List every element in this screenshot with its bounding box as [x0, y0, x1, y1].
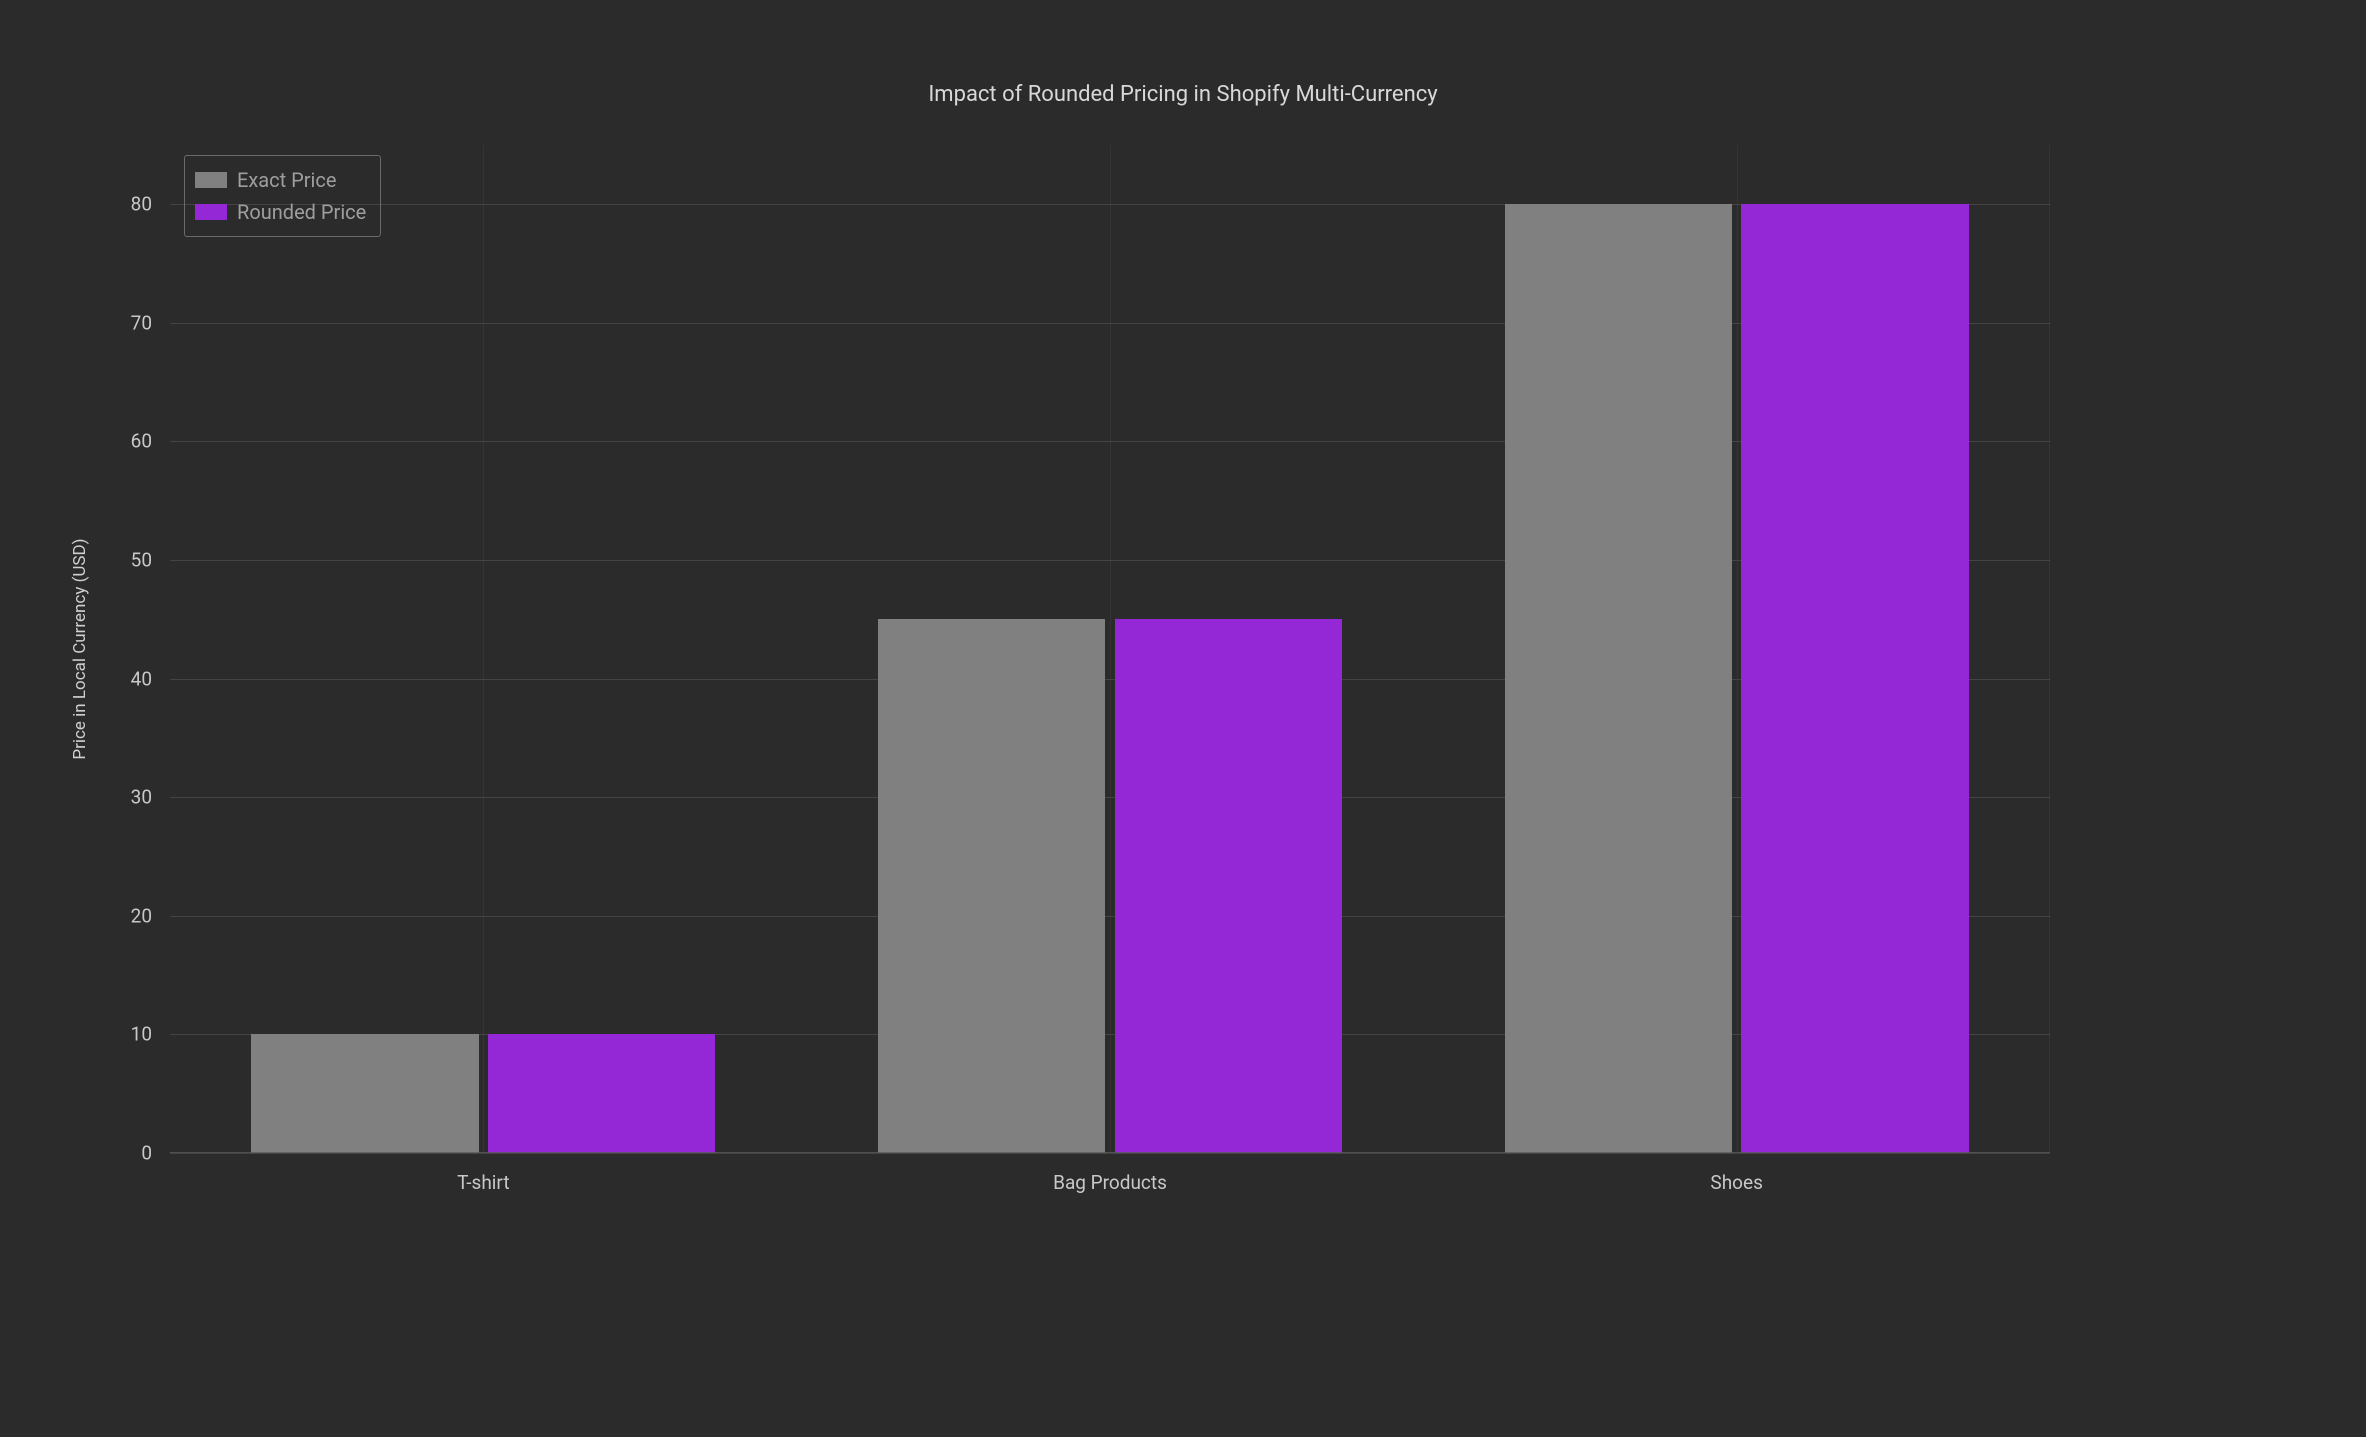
legend-item: Exact Price — [195, 164, 366, 196]
axis-baseline — [170, 1152, 2050, 1153]
legend: Exact PriceRounded Price — [184, 155, 381, 237]
bar — [1505, 204, 1732, 1153]
y-tick-label: 70 — [0, 311, 152, 334]
x-tick-label: Bag Products — [1053, 1171, 1167, 1194]
y-tick-label: 60 — [0, 430, 152, 453]
legend-label: Exact Price — [237, 164, 336, 196]
y-tick-label: 10 — [0, 1023, 152, 1046]
y-axis-label: Price in Local Currency (USD) — [70, 538, 90, 759]
gridline — [170, 1153, 2050, 1154]
y-tick-label: 20 — [0, 904, 152, 927]
y-tick-label: 80 — [0, 193, 152, 216]
x-tick-label: T-shirt — [457, 1171, 509, 1194]
vline — [483, 145, 484, 1153]
legend-swatch — [195, 172, 227, 188]
bar — [878, 619, 1105, 1153]
x-tick-label: Shoes — [1710, 1171, 1762, 1194]
plot-area — [170, 145, 2050, 1153]
legend-swatch — [195, 204, 227, 220]
vline — [1110, 145, 1111, 1153]
bar — [488, 1034, 715, 1153]
y-tick-label: 0 — [0, 1142, 152, 1165]
vline — [2049, 145, 2050, 1153]
legend-item: Rounded Price — [195, 196, 366, 228]
bar — [251, 1034, 478, 1153]
vline — [1737, 145, 1738, 1153]
legend-label: Rounded Price — [237, 196, 366, 228]
bar — [1741, 204, 1968, 1153]
bar — [1115, 619, 1342, 1153]
y-tick-label: 30 — [0, 786, 152, 809]
chart-stage: Impact of Rounded Pricing in Shopify Mul… — [0, 0, 2366, 1437]
chart-title: Impact of Rounded Pricing in Shopify Mul… — [0, 82, 2366, 107]
